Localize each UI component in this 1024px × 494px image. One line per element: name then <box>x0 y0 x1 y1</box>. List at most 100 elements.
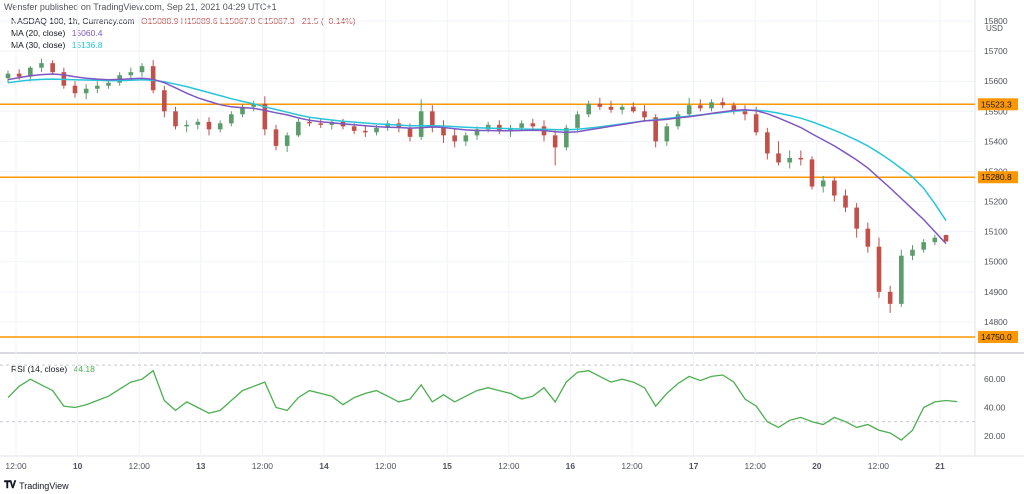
candle <box>798 150 804 166</box>
rsi-label[interactable]: RSI (14, close) <box>11 364 68 374</box>
time-tick-label: 12:00 <box>375 461 397 471</box>
candle-body <box>307 121 312 124</box>
time-tick-label: 12:00 <box>745 461 767 471</box>
candle-body <box>106 82 111 86</box>
candle <box>943 234 949 242</box>
candle <box>195 118 201 130</box>
candle-body <box>820 180 826 187</box>
level-label: 14750.0 <box>981 332 1012 342</box>
candle <box>50 60 55 76</box>
price-tick-label: 15400 <box>984 136 1008 146</box>
candle-body <box>642 111 647 118</box>
candle <box>363 126 368 137</box>
candle-body <box>150 66 156 91</box>
candle-body <box>619 106 625 110</box>
candle <box>642 105 647 122</box>
time-tick-label: 12:00 <box>621 461 643 471</box>
time-tick-label: 15 <box>442 461 452 471</box>
ma30-label[interactable]: MA (30, close) <box>11 40 66 50</box>
candle-body <box>273 129 279 146</box>
candle-body <box>296 121 301 136</box>
time-tick-label: 10 <box>73 461 83 471</box>
candle-body <box>932 237 938 243</box>
level-tag <box>978 330 1018 343</box>
candle-body <box>887 291 893 304</box>
candle-body <box>83 88 89 94</box>
candle <box>675 111 681 130</box>
tradingview-footer[interactable]: 𝐓𝐕 TradingView <box>4 480 69 491</box>
candle <box>686 97 692 118</box>
rsi-tick-label: 40.00 <box>984 403 1006 413</box>
candle-body <box>709 102 714 109</box>
rsi-tick-label: 60.00 <box>984 374 1006 384</box>
candle <box>530 118 536 130</box>
candle <box>206 117 212 136</box>
time-tick-label: 12:00 <box>129 461 151 471</box>
time-tick-label: 12:00 <box>5 461 27 471</box>
candle-body <box>407 127 413 137</box>
candle-body <box>217 123 223 130</box>
candle <box>251 100 256 112</box>
candle-body <box>698 105 703 109</box>
ma20-legend: MA (20, close) 15060.4 <box>11 28 102 38</box>
candle-body <box>128 72 134 76</box>
candle <box>698 99 703 112</box>
candle <box>217 120 223 133</box>
candle-body <box>173 111 178 127</box>
candle-body <box>28 67 33 77</box>
candle-body <box>921 242 926 250</box>
candle <box>921 239 926 253</box>
candle-body <box>854 207 859 229</box>
candle-body <box>139 66 145 73</box>
candle-body <box>731 105 737 112</box>
candle-body <box>876 246 882 292</box>
candle-body <box>95 85 100 89</box>
candle-body <box>452 135 457 142</box>
candle-body <box>284 135 290 146</box>
candle <box>173 106 178 130</box>
time-tick-label: 20 <box>812 461 822 471</box>
candle <box>597 97 603 110</box>
candle-body <box>586 103 591 115</box>
candle <box>608 100 614 113</box>
candle <box>932 234 938 246</box>
price-tick-label: 15000 <box>984 257 1008 267</box>
candle-body <box>809 159 815 187</box>
candle <box>72 81 78 98</box>
candle-body <box>474 129 480 136</box>
candle <box>575 111 580 131</box>
candle <box>95 81 100 94</box>
candle <box>832 177 837 202</box>
candle-body <box>519 123 524 128</box>
candle-body <box>675 114 681 127</box>
candle-body <box>229 114 234 124</box>
candle <box>787 150 792 169</box>
candle <box>709 99 714 112</box>
candle <box>307 117 312 127</box>
ma20-label[interactable]: MA (20, close) <box>11 28 66 38</box>
candle <box>430 105 435 133</box>
publisher-line: Wensfer published on TradingView.com, Se… <box>4 2 277 12</box>
candle <box>240 103 245 118</box>
candle <box>441 120 446 143</box>
candle-body <box>653 117 658 142</box>
candle-body <box>162 90 167 112</box>
ma20-value: 15060.4 <box>71 28 103 38</box>
candle-body <box>720 102 725 106</box>
candle <box>150 60 156 94</box>
candle <box>262 96 268 136</box>
candle-body <box>441 127 446 136</box>
candle-body <box>50 63 55 73</box>
candle-body <box>374 127 379 133</box>
candle <box>39 58 44 73</box>
time-tick-label: 12:00 <box>498 461 520 471</box>
candle <box>273 124 279 151</box>
candle-body <box>39 63 44 68</box>
candle-body <box>843 195 848 208</box>
candle <box>742 105 748 121</box>
candle-body <box>240 106 245 115</box>
level-tag <box>978 171 1018 184</box>
candle-body <box>430 111 435 128</box>
candle-body <box>776 153 781 163</box>
